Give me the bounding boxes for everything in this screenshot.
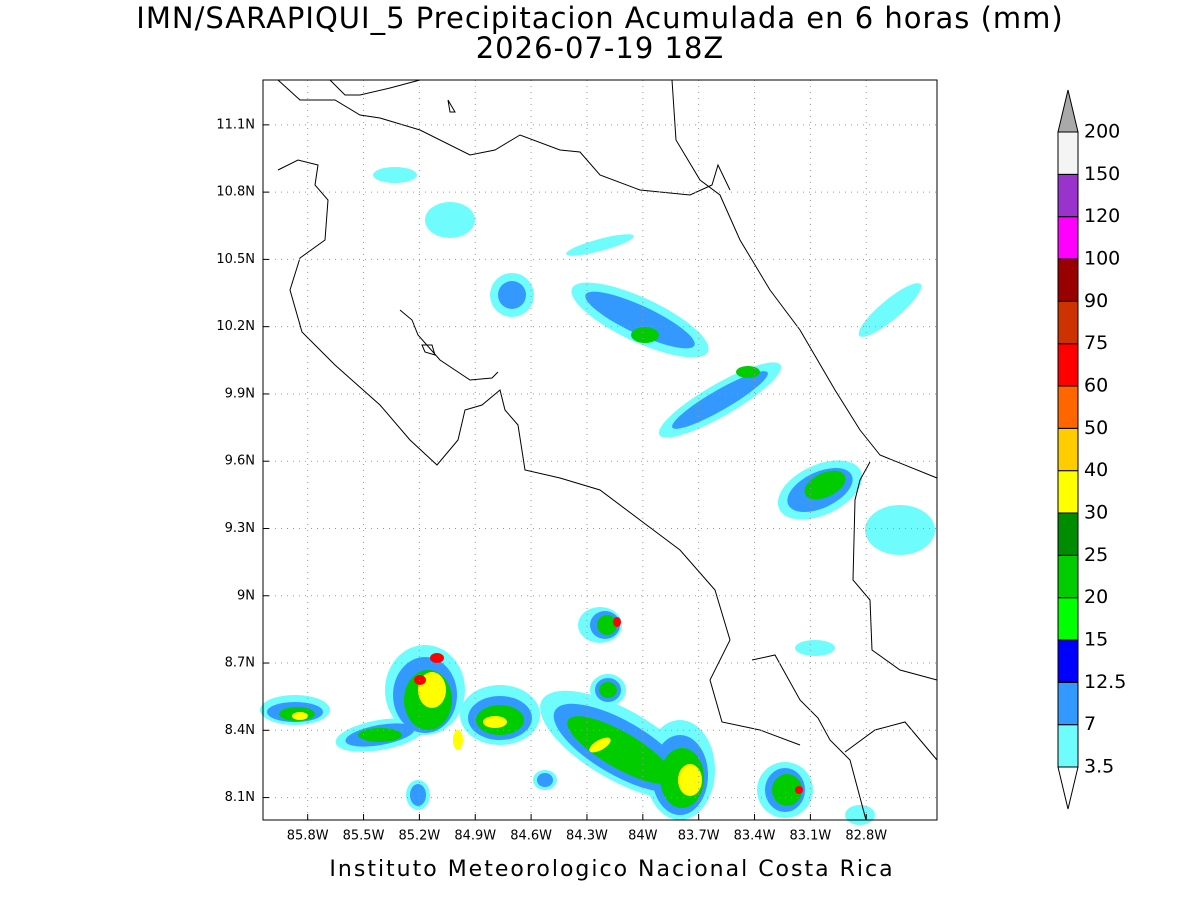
lat-tick-label: 10.8N — [216, 185, 255, 200]
lat-tick-label: 8.4N — [225, 723, 255, 738]
footer-text: Instituto Meteorologico Nacional Costa R… — [329, 857, 894, 882]
colorbar-box — [1057, 300, 1079, 345]
lat-tick-label: 9.3N — [225, 521, 255, 536]
lat-tick-label: 10.5N — [216, 252, 255, 267]
colorbar-box — [1057, 681, 1079, 726]
colorbar-label: 120 — [1084, 205, 1120, 227]
colorbar-label: 30 — [1084, 502, 1108, 524]
map-subtitle: 2026-07-19 18Z — [476, 31, 725, 65]
colorbar-box — [1057, 258, 1079, 302]
colorbar-label: 12.5 — [1084, 671, 1126, 693]
colorbar-label: 90 — [1084, 290, 1108, 312]
colorbar-box — [1057, 597, 1079, 641]
colorbar-box — [1057, 385, 1079, 429]
colorbar-box — [1057, 216, 1079, 260]
lat-tick-label: 10.2N — [216, 319, 255, 334]
colorbar-label: 15 — [1084, 629, 1108, 651]
colorbar-box — [1057, 173, 1079, 218]
precip-field — [260, 167, 935, 825]
coastlines — [277, 79, 938, 821]
colorbar-box — [1057, 470, 1079, 514]
lat-tick-label: 11.1N — [216, 117, 255, 132]
map-title: IMN/SARAPIQUI_5 Precipitacion Acumulada … — [136, 1, 1063, 35]
colorbar-label: 50 — [1084, 417, 1108, 439]
lon-tick-label: 83.7W — [678, 829, 720, 844]
lon-tick-label: 83.4W — [734, 829, 776, 844]
lat-tick-label: 8.1N — [225, 790, 255, 805]
colorbar-label: 20 — [1084, 586, 1108, 608]
lon-tick-label: 85.5W — [343, 829, 385, 844]
lon-tick-label: 84.6W — [510, 829, 552, 844]
colorbar-under — [1057, 766, 1079, 810]
colorbar-box — [1057, 639, 1079, 683]
colorbar-label: 100 — [1084, 248, 1120, 270]
colorbar-over — [1057, 89, 1079, 133]
colorbar-label: 3.5 — [1084, 756, 1114, 778]
colorbar-label: 25 — [1084, 544, 1108, 566]
map-frame — [262, 79, 938, 821]
lat-tick-label: 9.6N — [225, 454, 255, 469]
lon-tick-label: 84W — [628, 829, 658, 844]
colorbar-box — [1057, 427, 1079, 472]
lat-tick-label: 9.9N — [225, 386, 255, 401]
colorbar-label: 40 — [1084, 459, 1108, 481]
colorbar-box — [1057, 343, 1079, 387]
lon-tick-label: 84.9W — [454, 829, 496, 844]
lat-tick-label: 8.7N — [225, 656, 255, 671]
colorbar-box — [1057, 554, 1079, 599]
colorbar-box — [1057, 724, 1079, 768]
colorbar-label: 200 — [1084, 121, 1120, 143]
colorbar-box — [1057, 131, 1079, 175]
lon-tick-label: 82.8W — [845, 829, 887, 844]
lon-tick-label: 83.1W — [789, 829, 831, 844]
colorbar-label: 75 — [1084, 332, 1108, 354]
lat-tick-label: 9N — [237, 588, 255, 603]
colorbar-label: 150 — [1084, 163, 1120, 185]
colorbar-label: 60 — [1084, 375, 1108, 397]
colorbar-label: 7 — [1084, 713, 1096, 735]
colorbar-box — [1057, 512, 1079, 556]
lon-tick-label: 85.2W — [398, 829, 440, 844]
lon-tick-label: 84.3W — [566, 829, 608, 844]
lon-tick-label: 85.8W — [287, 829, 329, 844]
